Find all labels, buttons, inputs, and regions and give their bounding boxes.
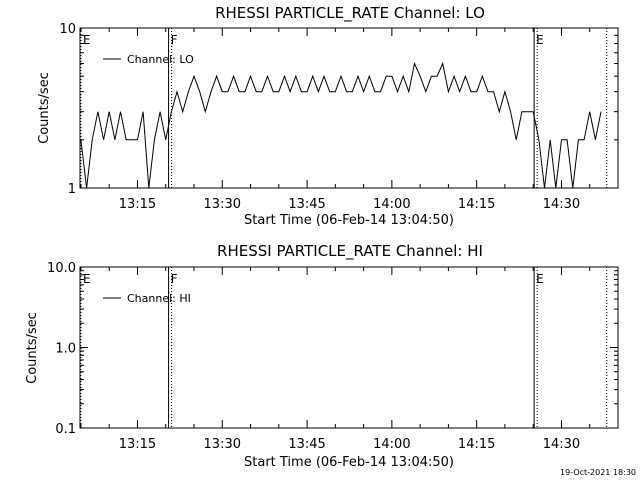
lo-x-tick-label: 14:00 xyxy=(373,197,410,212)
panel-hi-title: RHESSI PARTICLE_RATE Channel: HI xyxy=(217,242,483,261)
panel-hi-x-axis: 13:15 13:30 13:45 14:00 14:15 14:30 xyxy=(80,267,619,452)
lo-x-tick-label: 14:15 xyxy=(458,197,495,212)
lo-x-tick-label: 13:15 xyxy=(119,197,156,212)
lo-marker-label: F xyxy=(171,33,178,47)
hi-marker-label: F xyxy=(171,272,178,286)
panel-hi: RHESSI PARTICLE_RATE Channel: HI Counts/… xyxy=(25,242,619,470)
hi-y-tick-label: 0.1 xyxy=(55,422,76,437)
hi-y-tick-label: 1.0 xyxy=(55,342,76,357)
panel-hi-legend: Channel: HI xyxy=(103,292,191,305)
hi-x-tick-label: 13:45 xyxy=(288,437,325,452)
panel-lo-series-line xyxy=(80,61,602,189)
lo-x-tick-label: 13:45 xyxy=(288,197,325,212)
lo-marker-label: E xyxy=(83,33,91,47)
panel-hi-legend-label: Channel: HI xyxy=(127,292,191,305)
panel-lo-title: RHESSI PARTICLE_RATE Channel: LO xyxy=(215,4,485,23)
panel-lo-x-axis-label: Start Time (06-Feb-14 13:04:50) xyxy=(244,213,454,228)
hi-x-tick-label: 13:30 xyxy=(204,437,241,452)
hi-marker-label: E xyxy=(536,272,544,286)
panel-lo-y-axis-label: Counts/sec xyxy=(37,72,52,144)
lo-x-tick-label: 14:30 xyxy=(543,197,580,212)
hi-x-tick-label: 14:30 xyxy=(543,437,580,452)
lo-y-tick-label: 1 xyxy=(68,182,76,197)
hi-y-tick-label: 10.0 xyxy=(47,261,76,276)
panel-lo-plot-frame xyxy=(79,27,619,189)
footer-timestamp: 19-Oct-2021 18:30 xyxy=(560,468,636,477)
panel-lo-x-axis: 13:15 13:30 13:45 14:00 14:15 14:30 xyxy=(80,28,619,212)
panel-hi-y-axis-label: Counts/sec xyxy=(25,312,40,384)
lo-y-tick-label: 10 xyxy=(59,22,76,37)
hi-x-tick-label: 13:15 xyxy=(119,437,156,452)
lo-marker-label: E xyxy=(536,33,544,47)
hi-marker-label: E xyxy=(83,272,91,286)
hi-x-tick-label: 14:00 xyxy=(373,437,410,452)
panel-lo: RHESSI PARTICLE_RATE Channel: LO Counts/… xyxy=(37,4,619,228)
panel-hi-y-axis: 0.1 1.0 10.0 xyxy=(47,261,618,437)
panel-hi-x-axis-label: Start Time (06-Feb-14 13:04:50) xyxy=(244,455,454,470)
lo-x-tick-label: 13:30 xyxy=(204,197,241,212)
panel-lo-legend-label: Channel: LO xyxy=(127,53,194,66)
panel-lo-legend: Channel: LO xyxy=(103,53,194,66)
hi-x-tick-label: 14:15 xyxy=(458,437,495,452)
